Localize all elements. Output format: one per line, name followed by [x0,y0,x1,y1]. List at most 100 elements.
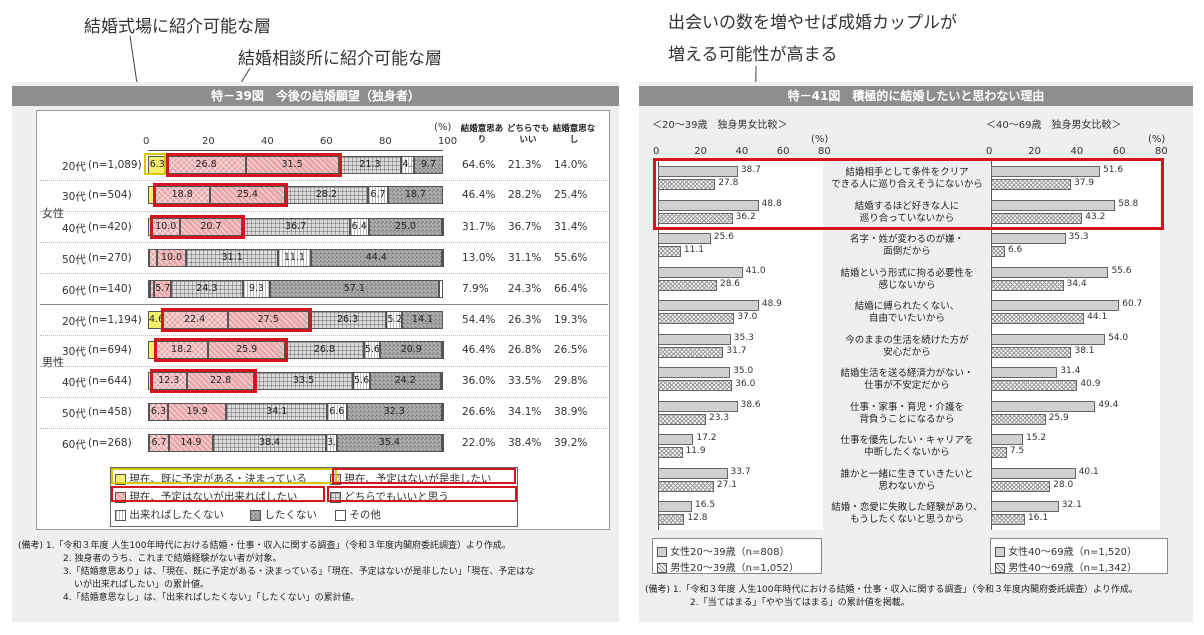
right-bar [991,179,1072,190]
left-bar-segment: 20.9 [380,341,443,359]
right-bar [658,380,733,391]
left-row-n: (n=270) [88,252,132,264]
left-bar-segment: 33.5 [254,372,353,390]
right-bar-value: 35.3 [1068,232,1089,242]
right-bar [991,333,1106,345]
left-highlight-box [153,338,288,362]
right-reason-line: 自由でいたいから [868,313,945,324]
left-bar-segment: 25.9 [208,341,285,359]
right-bar-value: 36.0 [735,379,756,389]
left-summary-value: 26.5% [554,344,588,356]
legend-male-old: 男性40～69歳（n=1,342） [1008,563,1137,574]
left-axis-tick: 40 [261,136,274,147]
right-bar [991,300,1120,311]
left-row-divider [40,180,608,181]
right-bar-value: 6.6 [1007,245,1023,255]
legend-female-swatch [657,547,667,557]
left-bar-segment: 3.7 [326,434,338,452]
left-bar-segment: 32.3 [346,403,442,421]
right-reason-line: 感じないから [878,279,936,291]
left-highlight-box [160,308,312,332]
left-axis-line [148,150,443,151]
right-axis-tick: 0 [986,146,993,157]
left-highlight-box [153,183,288,207]
right-reason-line: 安心だから [883,346,931,358]
right-reason-line: もうしたくないと思うから [850,514,964,525]
right-legend-right: 女性40～69歳（n=1,520） 男性40～69歳（n=1,342） [990,538,1168,574]
left-row-divider [40,304,608,305]
left-row-label: 60代 [62,439,86,451]
right-legend-left: 女性20～39歳（n=808） 男性20～39歳（n=1,052） [652,538,822,574]
left-bar-segment: 22.8 [186,372,255,390]
right-bar-value: 27.1 [716,479,737,490]
left-summary-value: 26.3% [508,314,542,326]
left-note-3b: いが出来ればしたい」の累計値。 [74,580,210,590]
left-summary-value: 66.4% [554,283,588,295]
right-axis-tick: 60 [1112,146,1126,157]
legend-male-swatch [657,563,667,573]
right-axis-tick: 20 [694,146,707,157]
right-bar [658,166,738,177]
right-reason-label: 結婚生活を送る経済力がない・ 仕事が不安定だから [826,368,988,392]
left-row-divider [40,335,608,336]
right-bar [991,380,1078,391]
right-bar [991,467,1076,479]
left-bar-segment [442,218,445,236]
right-bar-value: 37.0 [737,312,758,322]
right-reason-line: 仕事・家事・育児・介護を [849,401,964,413]
right-reason-line: 仕事を優先したい・キャリアを [840,435,974,446]
right-axis-tick: 80 [1155,146,1168,157]
left-bar-segment: 18.7 [387,186,443,204]
left-summary-value: 46.4% [462,344,496,356]
left-bar-segment: 6.7 [368,186,388,204]
annotation-right-line1: 出会いの数を増やせば成婚カップルが [668,13,957,33]
right-panel-title: 特－41図 積極的に結婚したいと思わない理由 [639,86,1193,106]
right-bar [991,514,1025,525]
legend-female-old-swatch [995,547,1005,557]
left-bar-segment: 35.4 [337,434,442,452]
left-bar-segment: 21.3 [338,156,402,174]
right-bar-value: 48.9 [761,299,782,309]
right-bar-value: 33.7 [730,466,751,477]
left-bar-segment: 27.5 [227,311,309,329]
left-axis-tick: 60 [320,136,333,147]
left-legend-highlight [111,468,337,484]
right-bar [658,279,717,291]
left-highlight-box [165,153,342,177]
right-bar [658,233,711,244]
left-bar-segment: 5.7 [154,280,171,298]
right-bar [658,514,685,525]
right-reason-label: 名字・姓が変わるのが嫌・ 面倒だから [826,234,988,258]
left-bar-segment: 34.1 [226,403,328,421]
left-legend-swatch [250,509,261,521]
right-bar [658,447,683,458]
annotation-right-line2: 増える可能性が高まる [668,45,838,65]
right-reason-label: 結婚に縛られたくない、 自由でいたいから [826,301,988,325]
left-row-label: 30代 [62,346,86,358]
col-head-either: どちらでもいい [506,124,550,145]
left-summary-value: 14.0% [554,159,588,171]
left-row-label: 50代 [62,408,86,420]
left-bar-segment: 26.8 [284,341,364,359]
left-legend-swatch [115,473,126,485]
right-reason-line: 結婚に縛られたくない、 [854,301,960,312]
left-summary-value: 25.4% [554,189,588,201]
right-sub-left: ＜20～39歳 独身男女比較＞ [652,120,788,131]
right-reason-label: 誰かと一緒に生きていきたいと 思わないから [826,469,988,493]
left-summary-value: 46.4% [462,189,496,201]
left-summary-value: 31.4% [554,221,588,233]
left-bar-segment: 26.3 [308,311,387,329]
right-bar-value: 11.1 [683,245,704,255]
left-legend-item: したくない [250,507,317,522]
left-bar-segment: 5.6 [363,341,381,359]
left-summary-value: 38.4% [508,437,542,449]
left-summary-value: 31.1% [508,252,542,264]
right-reason-line: 結婚生活を送る経済力がない・ [840,368,974,379]
right-bar [991,166,1100,177]
left-summary-value: 39.2% [554,437,588,449]
left-row-label: 20代 [62,161,86,173]
left-bar-segment: 9.7 [414,156,443,174]
right-bar-value: 40.9 [1080,379,1101,389]
left-legend-highlight [332,468,516,484]
right-bar-value: 23.3 [709,412,730,423]
